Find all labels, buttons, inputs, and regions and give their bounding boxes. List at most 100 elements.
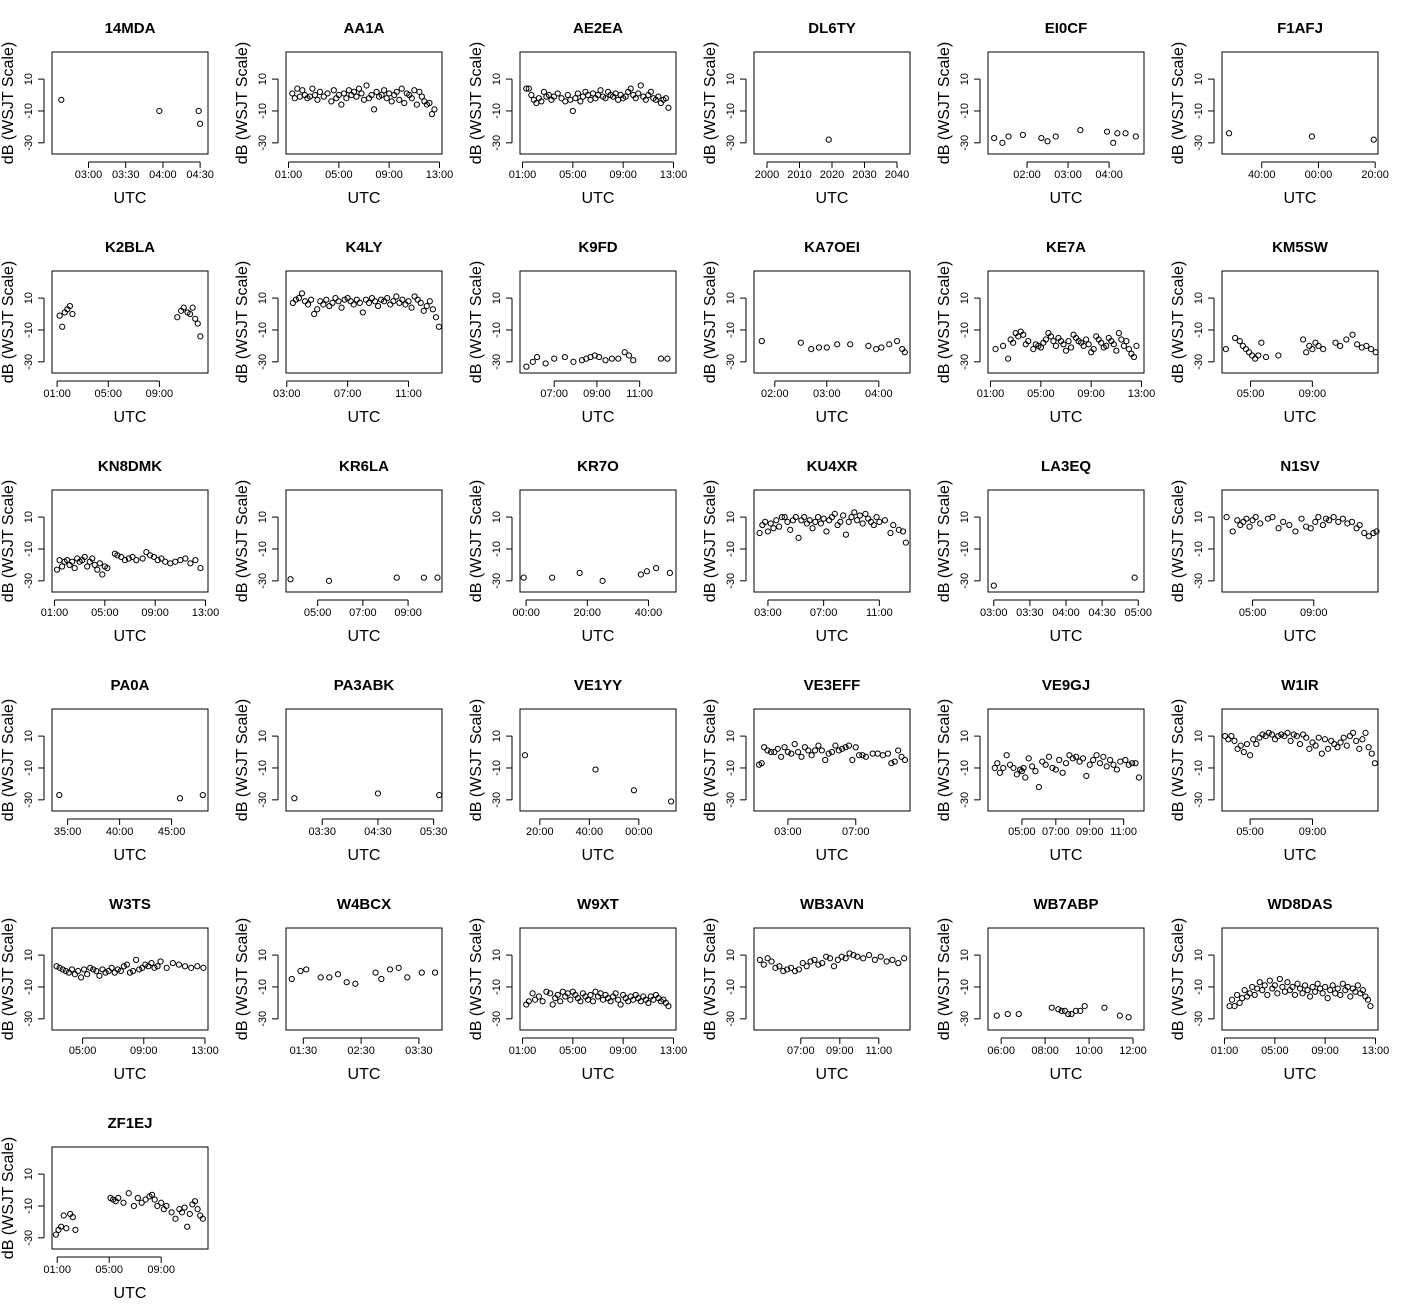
data-point (1050, 338, 1057, 345)
y-tick-label: -30 (23, 354, 35, 370)
x-tick-label: 05:00 (95, 1264, 123, 1276)
data-point (809, 525, 816, 532)
x-tick-label: 09:00 (394, 607, 422, 619)
data-point (156, 107, 163, 115)
data-point (188, 964, 195, 971)
plot-box (285, 270, 443, 374)
x-axis-label: UTC (1050, 1066, 1083, 1083)
data-point (69, 1214, 76, 1221)
x-axis-label: UTC (114, 409, 147, 426)
data-point (1122, 756, 1129, 764)
x-tick-label: 05:00 (94, 388, 122, 400)
y-axis-label: dB (WSJT Scale) (0, 480, 17, 602)
data-point (1052, 133, 1059, 140)
data-point (52, 1231, 60, 1238)
data-point (1234, 745, 1241, 752)
data-point (1293, 732, 1300, 740)
data-point (311, 310, 318, 318)
panel-title: N1SV (1280, 458, 1319, 475)
data-point (1252, 513, 1259, 521)
data-point (630, 357, 637, 364)
data-point (888, 760, 895, 767)
data-point (340, 90, 347, 97)
data-point (332, 294, 339, 302)
x-tick-label: 07:00 (540, 388, 568, 400)
y-axis-label: dB (WSJT Scale) (468, 699, 485, 821)
data-point (823, 953, 830, 960)
y-tick-label: -30 (491, 354, 503, 370)
data-point (71, 971, 79, 978)
data-point (1370, 529, 1377, 537)
data-point (1135, 774, 1143, 781)
plot-box (519, 927, 677, 1031)
data-point (1038, 134, 1045, 142)
y-tick-label: -10 (23, 103, 35, 119)
panel-title: WB7ABP (1033, 896, 1098, 913)
x-tick-label: 03:30 (1016, 607, 1044, 619)
data-point (1020, 764, 1027, 772)
x-tick-label: 00:00 (625, 826, 653, 838)
x-axis-label: UTC (1050, 628, 1083, 645)
plot-box (51, 927, 209, 1031)
data-point (884, 750, 892, 757)
data-point (301, 298, 309, 305)
data-point (589, 998, 597, 1005)
panel-k9fd: K9FD 10 -10 -30 dB (WSJT Scale) 07:00 09:00 11:… (468, 239, 677, 426)
y-axis-label: dB (WSJT Scale) (702, 261, 719, 383)
x-tick-label: 01:00 (275, 169, 303, 181)
y-tick-label: -30 (257, 1011, 269, 1027)
panel-title: VE3EFF (804, 677, 861, 694)
data-point (381, 298, 388, 305)
data-point (549, 1001, 556, 1008)
y-tick-label: 10 (257, 73, 269, 85)
data-point (362, 296, 370, 303)
y-axis-label: dB (WSJT Scale) (0, 42, 17, 164)
panel-title: ZF1EJ (107, 1115, 152, 1132)
data-point (1324, 745, 1332, 752)
panel-title: K2BLA (105, 239, 155, 256)
data-point (311, 91, 319, 99)
data-point (562, 98, 569, 105)
x-tick-label: 40:00 (576, 826, 604, 838)
data-point (1315, 734, 1322, 741)
panel-ve1yy: VE1YY 10 -10 -30 dB (WSJT Scale) 20:00 40:00 00… (468, 677, 677, 864)
data-point (1367, 345, 1375, 353)
data-point (803, 520, 811, 527)
plot-box (519, 489, 677, 593)
x-axis: 03:00 03:30 04:00 04:30 (75, 161, 214, 181)
data-point (577, 98, 584, 105)
data-point (845, 518, 852, 525)
data-point (1129, 760, 1136, 767)
data-point (557, 998, 564, 1005)
data-point (1242, 345, 1250, 353)
data-point (837, 518, 844, 525)
data-point (848, 513, 855, 521)
data-point (408, 95, 415, 102)
data-point (89, 555, 96, 562)
data-point (104, 564, 111, 572)
data-point (125, 555, 132, 562)
data-point (529, 990, 536, 997)
data-point (1262, 732, 1269, 740)
data-point (587, 96, 594, 103)
data-point (992, 345, 999, 353)
y-tick-label: -10 (725, 541, 737, 557)
x-tick-label: 2040 (885, 169, 909, 181)
y-tick-label: 10 (959, 949, 971, 961)
data-point (94, 566, 101, 573)
x-tick-label: 05:00 (559, 1045, 587, 1057)
plot-box (519, 708, 677, 812)
x-tick-label: 00:00 (1305, 169, 1333, 181)
data-point (90, 966, 97, 973)
data-point (993, 1012, 1000, 1019)
plot-box (753, 708, 911, 812)
y-tick-label: -10 (491, 979, 503, 995)
y-axis: 10 -10 -30 (23, 949, 45, 1027)
data-point (154, 557, 161, 564)
data-point (890, 521, 897, 529)
x-axis: 01:00 05:00 09:00 13:00 (1211, 1037, 1389, 1057)
x-tick-label: 2030 (852, 169, 876, 181)
data-point (784, 966, 791, 973)
data-point (550, 93, 558, 100)
data-point (341, 296, 348, 303)
